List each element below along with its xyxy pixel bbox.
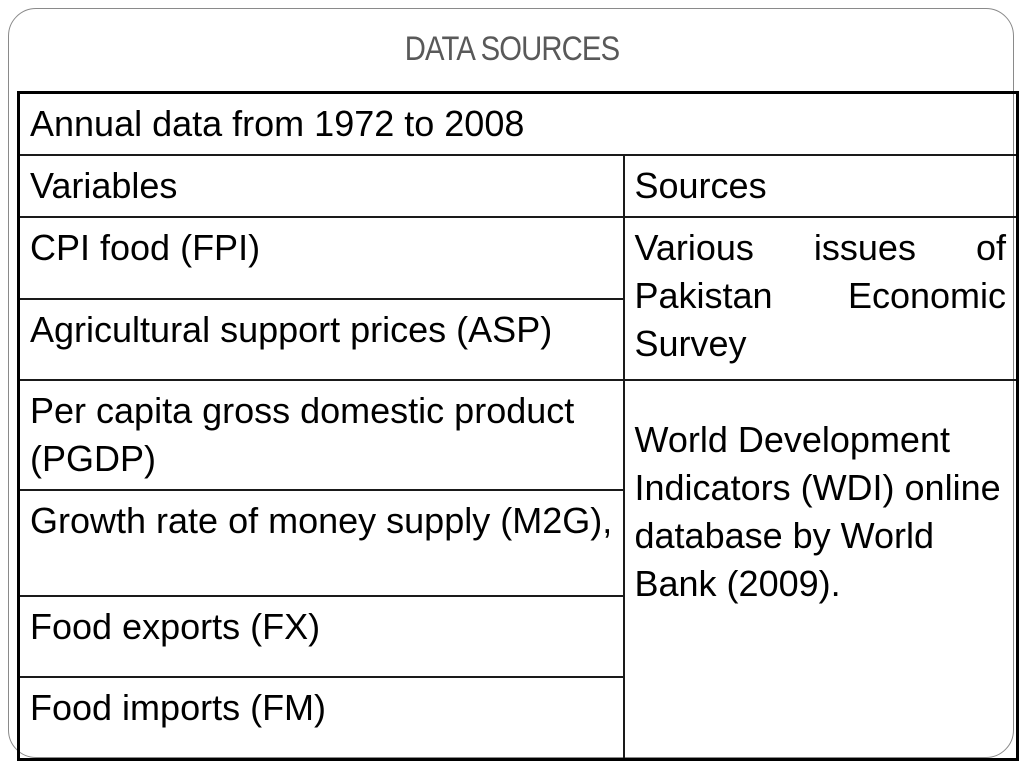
table-row: Growth rate of money supply (M2G), [17,489,1018,597]
variable-cell-asp: Agricultural support prices (ASP) [17,298,625,381]
source-cell-wdi: World Development Indicators (WDI) onlin… [622,379,1019,761]
table-row: Food imports (FM) [17,676,1018,761]
table-row: Annual data from 1972 to 2008 [17,91,1019,156]
variable-cell-fm: Food imports (FM) [17,676,625,761]
table-row: Per capita gross domestic product (PGDP)… [17,379,1019,761]
sources-column-header: Sources [622,154,1019,218]
table-row: Food exports (FX) [17,595,1018,678]
variable-cell-pgdp: Per capita gross domestic product (PGDP) [17,379,625,491]
source-cell-pakistan-survey: Various issues of Pakistan Economic Surv… [622,216,1019,381]
slide-title: DATA SOURCES [404,30,620,68]
variable-cell-fx: Food exports (FX) [17,595,625,678]
table-row: Agricultural support prices (ASP) [17,298,1018,381]
table-row: CPI food (FPI) Various issues of Pakista… [17,216,1019,381]
data-sources-table: Annual data from 1972 to 2008 Variables … [17,91,1019,761]
period-header-cell: Annual data from 1972 to 2008 [17,91,1019,156]
variable-cell-fpi: CPI food (FPI) [17,216,625,300]
variable-cell-m2g: Growth rate of money supply (M2G), [17,489,625,597]
variables-column-header: Variables [17,154,625,218]
table-row: Variables Sources [17,154,1019,218]
